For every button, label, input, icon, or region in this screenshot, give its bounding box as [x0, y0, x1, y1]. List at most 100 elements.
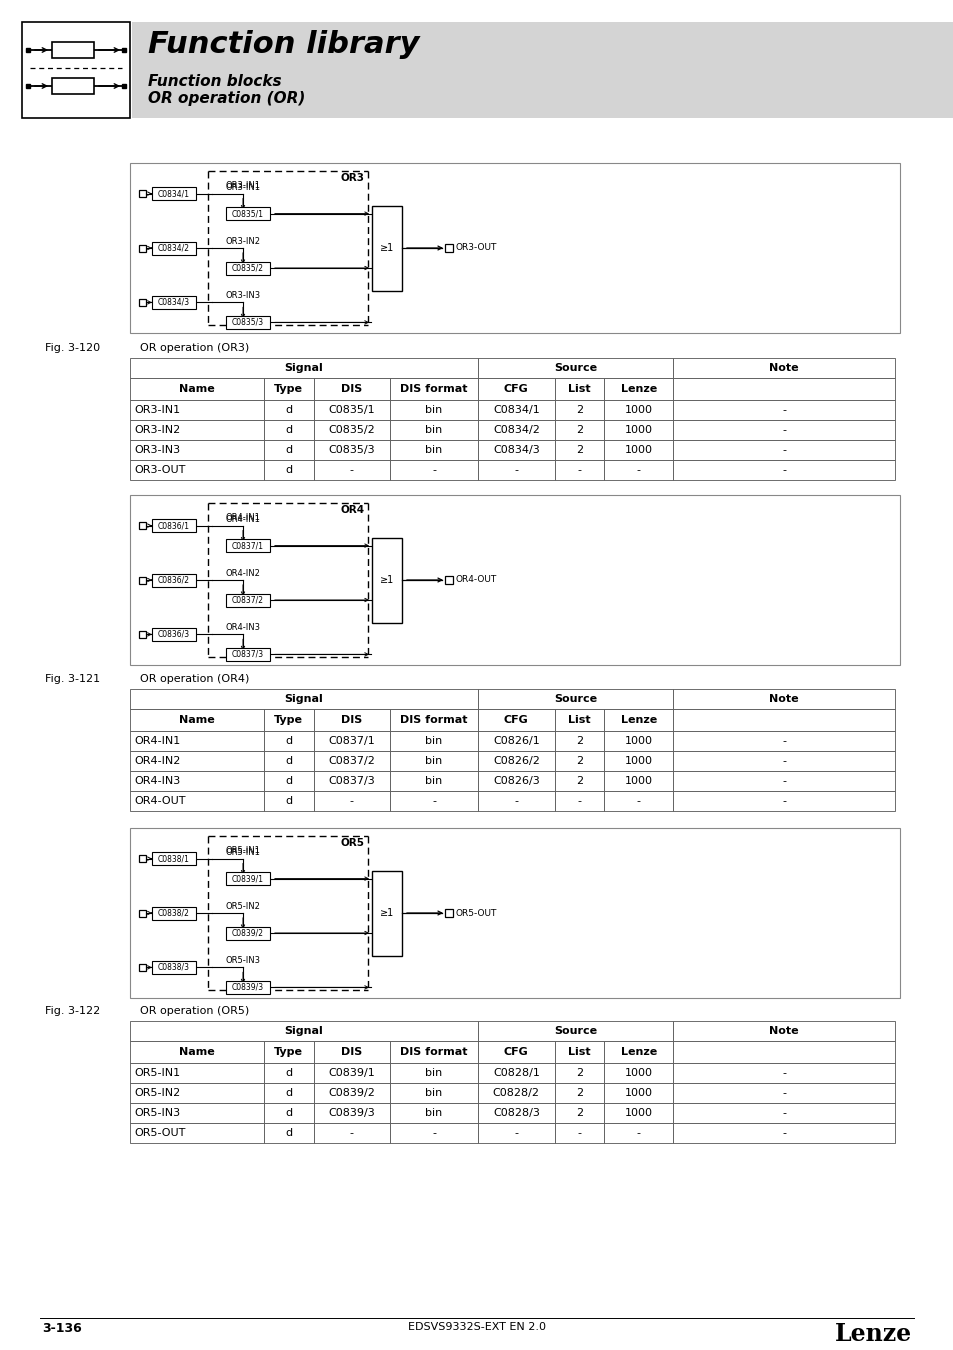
Bar [554, 771, 603, 791]
Bar [673, 1041, 894, 1062]
Text: Lenze: Lenze [834, 1322, 911, 1346]
Bar [314, 751, 390, 771]
Bar [314, 1062, 390, 1083]
Bar [554, 1083, 603, 1103]
Bar [673, 771, 894, 791]
Bar [477, 1041, 554, 1062]
Bar [130, 1021, 477, 1041]
Text: d: d [285, 1108, 292, 1118]
Text: DIS format: DIS format [400, 716, 467, 725]
Text: OR5-IN3: OR5-IN3 [133, 1108, 180, 1118]
Bar [139, 190, 147, 197]
Text: C0838/2: C0838/2 [158, 909, 190, 918]
Bar [52, 78, 94, 94]
Text: Source: Source [554, 1026, 597, 1035]
Bar [477, 1021, 673, 1041]
Bar [554, 420, 603, 440]
Bar [603, 709, 673, 730]
Text: List: List [568, 383, 590, 394]
Text: Type: Type [274, 716, 303, 725]
Text: C0839/3: C0839/3 [232, 983, 264, 992]
Bar [152, 520, 195, 532]
Text: OR4: OR4 [340, 505, 365, 514]
Text: d: d [285, 1068, 292, 1079]
Bar [130, 688, 477, 709]
Bar [226, 981, 270, 994]
Text: -: - [350, 796, 354, 806]
Text: d: d [285, 446, 292, 455]
Text: OR3: OR3 [340, 173, 365, 184]
Bar [264, 771, 314, 791]
Text: OR operation (OR3): OR operation (OR3) [140, 343, 249, 352]
Text: -: - [781, 425, 785, 435]
Text: DIS: DIS [341, 716, 362, 725]
Text: -: - [781, 446, 785, 455]
Bar [477, 1062, 554, 1083]
Text: C0839/2: C0839/2 [328, 1088, 375, 1098]
Text: C0837/1: C0837/1 [232, 541, 264, 549]
Bar [226, 926, 270, 940]
Bar [673, 460, 894, 481]
Text: Note: Note [768, 363, 798, 373]
Bar [673, 791, 894, 811]
Text: 2: 2 [576, 425, 582, 435]
Bar [390, 378, 477, 400]
Bar [152, 852, 195, 865]
Bar [314, 709, 390, 730]
Bar [130, 1041, 264, 1062]
Bar [673, 358, 894, 378]
Text: C0835/3: C0835/3 [328, 446, 375, 455]
Text: 1000: 1000 [624, 425, 652, 435]
Bar [477, 1103, 554, 1123]
Text: Signal: Signal [284, 694, 323, 703]
Bar [130, 1123, 264, 1143]
Text: bin: bin [425, 1108, 442, 1118]
Text: Function blocks: Function blocks [148, 74, 281, 89]
Text: Signal: Signal [284, 363, 323, 373]
Bar [603, 400, 673, 420]
Bar [554, 378, 603, 400]
Text: OR3-IN2: OR3-IN2 [226, 238, 261, 246]
Bar [673, 688, 894, 709]
Bar [314, 1123, 390, 1143]
Text: C0837/3: C0837/3 [232, 649, 264, 659]
Text: -: - [636, 1129, 640, 1138]
Bar [554, 460, 603, 481]
Bar [264, 1083, 314, 1103]
Bar [603, 751, 673, 771]
Bar [314, 730, 390, 751]
Text: ≥1: ≥1 [379, 575, 394, 585]
Bar [226, 262, 270, 274]
Text: -: - [350, 1129, 354, 1138]
Bar [603, 378, 673, 400]
Bar [390, 420, 477, 440]
Bar [130, 709, 264, 730]
Bar [390, 1041, 477, 1062]
Bar [554, 440, 603, 460]
Text: 2: 2 [576, 736, 582, 747]
Text: d: d [285, 1129, 292, 1138]
Bar [673, 420, 894, 440]
Text: DIS: DIS [341, 1048, 362, 1057]
Text: OR5: OR5 [340, 838, 365, 848]
Text: Function library: Function library [148, 30, 419, 59]
Text: C0837/3: C0837/3 [328, 776, 375, 786]
Text: OR operation (OR5): OR operation (OR5) [140, 1006, 249, 1017]
Text: C0834/1: C0834/1 [493, 405, 539, 414]
Text: OR3-IN3: OR3-IN3 [133, 446, 180, 455]
Bar [130, 1103, 264, 1123]
Bar [152, 242, 195, 255]
Text: -: - [781, 1068, 785, 1079]
Bar [264, 751, 314, 771]
Bar [130, 828, 899, 998]
Bar [673, 1083, 894, 1103]
Bar [314, 400, 390, 420]
Bar [314, 1103, 390, 1123]
Bar [603, 1062, 673, 1083]
Text: OR operation (OR): OR operation (OR) [148, 90, 305, 107]
Bar [603, 460, 673, 481]
Text: OR5-IN1: OR5-IN1 [133, 1068, 180, 1079]
Text: -: - [577, 464, 580, 475]
Bar [390, 1123, 477, 1143]
Text: 1000: 1000 [624, 756, 652, 765]
